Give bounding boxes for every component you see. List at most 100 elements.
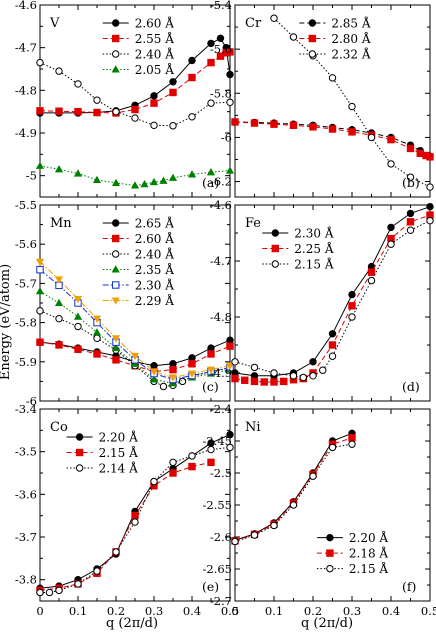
- data-point: [168, 173, 178, 181]
- legend-label: 2.29 Å: [135, 293, 175, 308]
- y-tick-label: -2.5: [210, 466, 232, 480]
- data-point: [188, 462, 196, 471]
- x-tick-label: 0.4: [183, 604, 201, 618]
- data-point: [149, 375, 159, 383]
- y-tick-label: -5.7: [15, 276, 37, 290]
- series-line: [234, 437, 353, 542]
- data-point: [226, 430, 234, 439]
- data-point: [387, 160, 395, 168]
- data-point: [406, 226, 415, 234]
- data-point: [270, 378, 278, 386]
- data-point: [55, 107, 63, 115]
- data-point: [150, 92, 158, 100]
- legend-marker: [112, 19, 120, 27]
- data-point: [45, 588, 54, 597]
- series-line: [39, 62, 231, 127]
- data-point: [207, 39, 215, 48]
- data-point: [187, 370, 197, 378]
- data-point: [169, 469, 177, 477]
- legend-marker: [112, 34, 120, 43]
- panel-co: -3.4 -3.5 -3.6 -3.7 -3.8 0 0.1 0.2 0.3 0.4 0.5 Co (e…: [15, 402, 239, 618]
- data-point: [169, 458, 177, 467]
- data-point: [35, 161, 45, 169]
- data-point: [348, 128, 356, 136]
- data-point: [92, 328, 102, 336]
- y-tick-label: -4.9: [210, 366, 232, 380]
- legend-marker: [308, 34, 317, 43]
- data-point: [150, 99, 158, 107]
- legend-label: 2.85 Å: [331, 16, 371, 31]
- data-point: [36, 588, 44, 597]
- data-point: [93, 96, 101, 104]
- panel-label: (c): [202, 379, 219, 394]
- data-point: [225, 362, 235, 370]
- data-point: [169, 365, 177, 374]
- data-point: [55, 67, 63, 75]
- data-point: [289, 501, 298, 509]
- data-point: [169, 88, 177, 97]
- data-point: [112, 548, 120, 556]
- data-point: [270, 369, 278, 377]
- data-point: [309, 358, 317, 366]
- legend-label: 2.25 Å: [294, 241, 334, 256]
- data-point: [231, 358, 239, 366]
- data-point: [309, 123, 317, 131]
- legend-marker: [308, 19, 317, 27]
- panel-label: (b): [402, 175, 420, 190]
- x-tick-label: 0.1: [69, 604, 87, 618]
- legend-marker: [112, 219, 120, 227]
- series-line: [39, 261, 231, 379]
- data-point: [149, 368, 159, 376]
- data-point: [348, 302, 356, 310]
- data-point: [74, 580, 82, 588]
- panel-mn: -5.5-5.6-5.7-5.8-5.9-6Mn(c)2.65 Å2.60 Å2…: [15, 198, 235, 408]
- data-point: [270, 14, 278, 22]
- data-point: [348, 440, 356, 448]
- y-tick-label: -3.4: [15, 402, 37, 416]
- data-point: [188, 56, 196, 65]
- legend-label: 2.20 Å: [99, 430, 139, 445]
- data-point: [367, 268, 376, 276]
- legend-marker: [75, 464, 84, 472]
- data-point: [270, 521, 278, 530]
- panel-label: (e): [202, 579, 219, 594]
- data-point: [216, 34, 225, 42]
- data-point: [54, 276, 64, 284]
- data-point: [387, 135, 395, 144]
- legend-marker: [111, 265, 120, 273]
- y-tick-label: -4.6: [15, 0, 37, 12]
- y-tick-label: -5.6: [210, 42, 232, 56]
- x-tick-label: 0: [231, 604, 238, 618]
- panel-label: (d): [402, 379, 420, 394]
- data-point: [159, 382, 168, 391]
- y-tick-label: -6.2: [210, 175, 232, 189]
- x-tick-label: 0: [36, 604, 43, 618]
- panel-cr: -5.4 -5.6 -5.8 -6 -6.2 Cr (b) 2.85 Å2.80 Å2.32 …: [210, 0, 434, 198]
- legend-marker: [271, 260, 279, 268]
- data-point: [309, 372, 317, 380]
- data-point: [426, 153, 434, 161]
- data-point: [131, 518, 139, 526]
- y-tick-label: -4.8: [210, 310, 232, 324]
- data-point: [226, 443, 234, 452]
- y-tick-label: -5.6: [15, 237, 37, 251]
- data-point: [250, 119, 259, 127]
- legend-label: 2.80 Å: [331, 31, 371, 46]
- element-label: Fe: [245, 216, 261, 231]
- legend-marker: [308, 50, 317, 58]
- data-point: [289, 372, 298, 380]
- legend-label: 2.05 Å: [135, 62, 175, 77]
- data-point: [74, 80, 82, 88]
- data-point: [111, 343, 121, 352]
- data-point: [35, 287, 45, 295]
- data-point: [319, 366, 327, 374]
- data-point: [93, 334, 101, 342]
- series-line: [234, 443, 353, 542]
- data-point: [169, 78, 177, 86]
- data-point: [250, 377, 259, 386]
- legend-label: 2.30 Å: [135, 278, 175, 293]
- panel-fe: -4.6 -4.7 -4.8 -4.9 Fe (d) 2.30 Å2.25 Å2.15 Å: [210, 198, 434, 402]
- data-point: [112, 356, 120, 364]
- data-point: [131, 511, 139, 520]
- data-point: [178, 377, 187, 386]
